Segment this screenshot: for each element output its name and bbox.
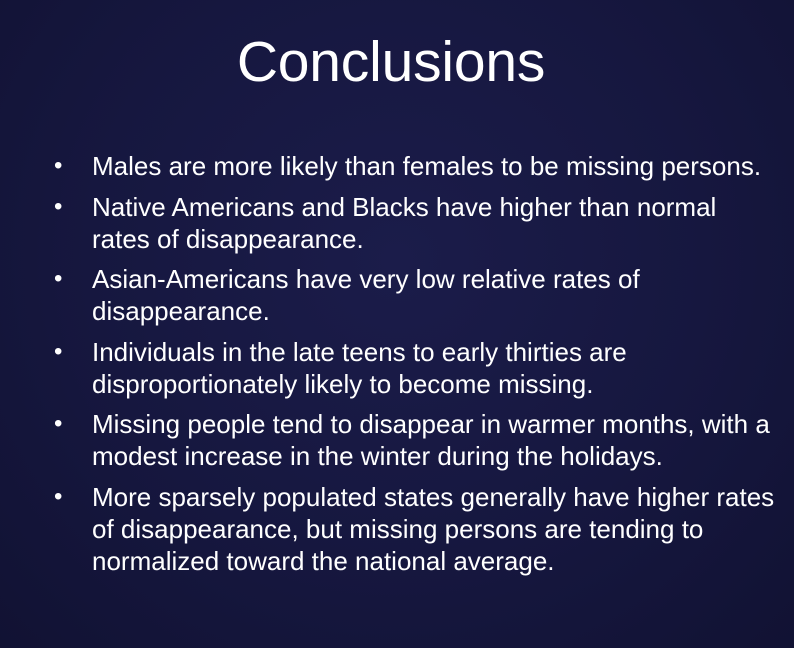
bullet-list: • Males are more likely than females to … <box>48 150 778 585</box>
bullet-item-males: • Males are more likely than females to … <box>48 150 778 182</box>
bullet-text: Native Americans and Blacks have higher … <box>92 191 717 254</box>
bullet-text: Asian-Americans have very low relative r… <box>92 264 640 326</box>
bullet-item-population-density: • More sparsely populated states general… <box>48 481 778 577</box>
slide-title: Conclusions <box>236 30 546 94</box>
bullet-dot-icon: • <box>54 410 63 437</box>
bullet-item-age-groups: • Individuals in the late teens to early… <box>48 336 778 400</box>
bullet-item-asian-americans: • Asian-Americans have very low relative… <box>48 263 778 327</box>
bullet-dot-icon: • <box>54 265 63 292</box>
bullet-item-native-americans-blacks: • Native Americans and Blacks have highe… <box>48 191 778 255</box>
bullet-dot-icon: • <box>54 152 63 179</box>
bullet-dot-icon: • <box>54 482 63 510</box>
bullet-text: Individuals in the late teens to early t… <box>92 336 627 399</box>
bullet-dot-icon: • <box>54 337 63 365</box>
bullet-text: More sparsely populated states generally… <box>92 481 775 576</box>
bullet-text: Missing people tend to disappear in warm… <box>92 409 770 471</box>
bullet-text: Males are more likely than females to be… <box>92 151 762 181</box>
bullet-item-seasonality: • Missing people tend to disappear in wa… <box>48 408 778 472</box>
bullet-dot-icon: • <box>54 192 63 220</box>
